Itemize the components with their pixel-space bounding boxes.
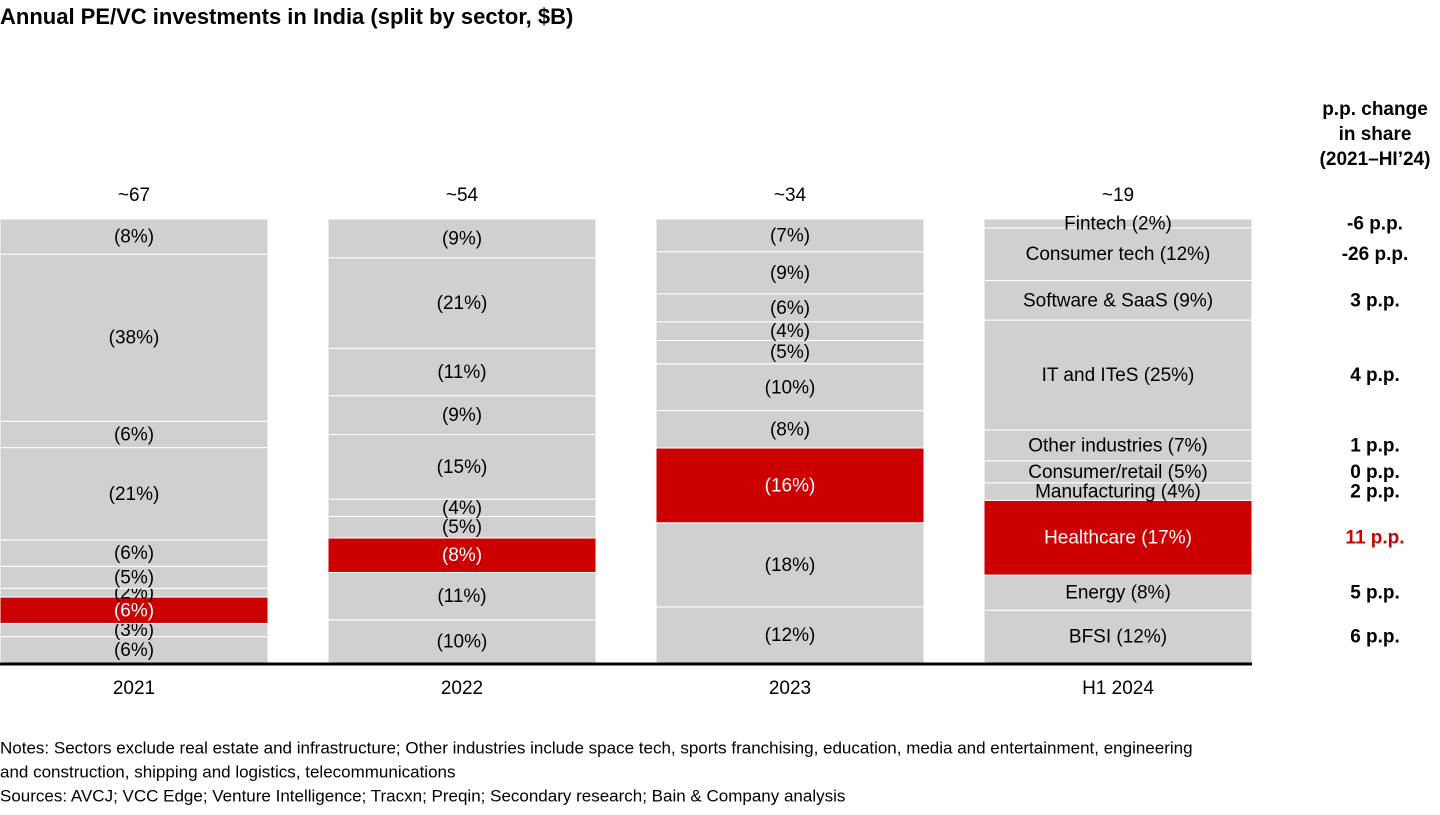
- segment-label: (4%): [770, 321, 810, 342]
- bar-segment: [327, 218, 597, 259]
- segment-label: (6%): [114, 424, 154, 445]
- segment-label: (3%): [114, 620, 154, 641]
- change-header: in share: [1339, 124, 1412, 145]
- bar-segment: [327, 571, 597, 621]
- segment-label: (8%): [114, 227, 154, 248]
- bar-segment: [983, 609, 1253, 664]
- segment-label: (6%): [770, 298, 810, 319]
- total-label: ~19: [1102, 185, 1134, 206]
- segment-label: (8%): [770, 419, 810, 440]
- segment-label: (21%): [109, 484, 160, 505]
- share-change: 0 p.p.: [1350, 462, 1400, 483]
- segment-label: Software & SaaS (9%): [1023, 290, 1213, 311]
- share-change: 1 p.p.: [1350, 435, 1400, 456]
- bar-segment: [327, 257, 597, 349]
- segment-label: Manufacturing (4%): [1035, 482, 1201, 503]
- bar-segment: [327, 434, 597, 500]
- segment-label: (5%): [114, 567, 154, 588]
- change-header: p.p. change: [1322, 99, 1428, 120]
- segment-label: (9%): [770, 263, 810, 284]
- share-change: 2 p.p.: [1350, 482, 1400, 503]
- segment-label: (5%): [770, 342, 810, 363]
- bar-segment: [0, 420, 269, 449]
- segment-label: Consumer/retail (5%): [1028, 462, 1208, 483]
- segment-label: IT and ITeS (25%): [1042, 365, 1195, 386]
- segment-label: (11%): [437, 586, 486, 607]
- segment-label: Fintech (2%): [1064, 213, 1172, 234]
- segment-label: (8%): [442, 545, 482, 566]
- segment-label: (38%): [109, 328, 160, 349]
- note: and construction, shipping and logistics…: [0, 762, 455, 781]
- bar-segment: [0, 447, 269, 541]
- segment-label: (9%): [442, 405, 482, 426]
- segment-label: (10%): [437, 631, 488, 652]
- x-tick-label: 2021: [113, 678, 155, 699]
- share-change: -6 p.p.: [1347, 213, 1403, 234]
- bar-segment: [655, 218, 925, 253]
- bar-segment: [0, 636, 269, 664]
- segment-label: (21%): [437, 293, 488, 314]
- bar-segment: [0, 218, 269, 255]
- x-tick-label: 2022: [441, 678, 483, 699]
- segment-label: Consumer tech (12%): [1026, 244, 1211, 265]
- share-change: -26 p.p.: [1342, 244, 1409, 265]
- bar-segment: [655, 363, 925, 412]
- segment-label: (12%): [765, 625, 816, 646]
- segment-label: (6%): [114, 640, 154, 661]
- total-label: ~67: [118, 185, 150, 206]
- segment-label: Healthcare (17%): [1044, 528, 1192, 549]
- segment-label: (18%): [765, 555, 816, 576]
- segment-label: (5%): [442, 517, 482, 538]
- segment-label: (16%): [765, 475, 816, 496]
- x-tick-label: H1 2024: [1082, 678, 1154, 699]
- segment-label: Other industries (7%): [1028, 435, 1208, 456]
- bar-segment: [983, 218, 1253, 229]
- segment-label: BFSI (12%): [1069, 627, 1167, 648]
- segment-label: (11%): [437, 362, 486, 383]
- share-change: 6 p.p.: [1350, 627, 1400, 648]
- total-label: ~34: [774, 185, 807, 206]
- change-header: (2021–HI’24): [1320, 149, 1431, 170]
- total-label: ~54: [446, 185, 479, 206]
- note: Sources: AVCJ; VCC Edge; Venture Intelli…: [0, 786, 845, 805]
- bar-segment: [327, 537, 597, 573]
- segment-label: Energy (8%): [1065, 583, 1171, 604]
- bar-segment: [655, 447, 925, 524]
- bar-segment: [655, 410, 925, 449]
- bar-segment: [0, 253, 269, 422]
- share-change: 5 p.p.: [1350, 583, 1400, 604]
- bar-segment: [327, 619, 597, 664]
- segment-label: (15%): [437, 457, 488, 478]
- bar-segment: [0, 596, 269, 624]
- bar-segment: [655, 293, 925, 323]
- segment-label: (9%): [442, 228, 482, 249]
- segment-label: (10%): [765, 377, 816, 398]
- bar-segment: [655, 251, 925, 295]
- bar-segment: [327, 395, 597, 436]
- bar-segment: [655, 522, 925, 608]
- segment-label: (7%): [770, 225, 810, 246]
- bar-segment: [983, 227, 1253, 282]
- segment-label: (4%): [442, 498, 482, 519]
- segment-label: (6%): [114, 543, 154, 564]
- share-change: 11 p.p.: [1345, 528, 1404, 549]
- bar-segment: [983, 499, 1253, 576]
- bar-segment: [983, 319, 1253, 431]
- share-change: 4 p.p.: [1350, 365, 1400, 386]
- segment-label: (6%): [114, 600, 154, 621]
- x-tick-label: 2023: [769, 678, 811, 699]
- bar-segment: [655, 606, 925, 664]
- note: Notes: Sectors exclude real estate and i…: [0, 738, 1193, 757]
- share-change: 3 p.p.: [1350, 290, 1400, 311]
- bar-segment: [983, 429, 1253, 462]
- bar-segment: [983, 280, 1253, 321]
- chart-title: Annual PE/VC investments in India (split…: [0, 4, 573, 29]
